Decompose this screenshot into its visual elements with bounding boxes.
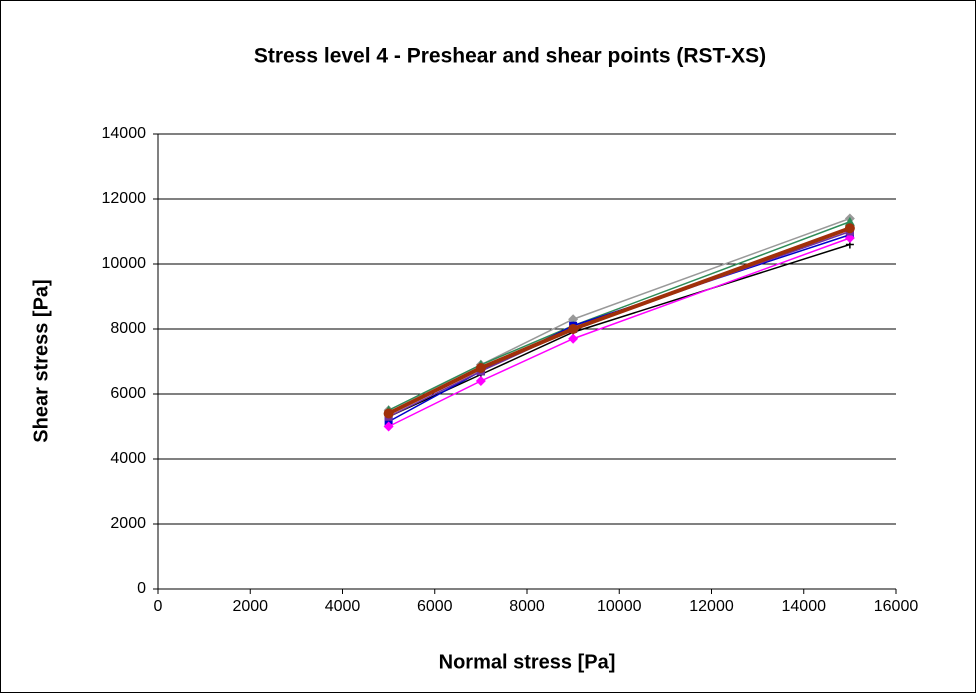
y-tick-label: 12000	[102, 190, 147, 207]
x-tick-label: 12000	[689, 598, 734, 615]
marker	[475, 363, 486, 373]
marker	[844, 216, 855, 226]
marker	[568, 333, 579, 344]
y-tick-label: 8000	[110, 320, 146, 337]
y-tick-label: 14000	[102, 125, 147, 142]
x-tick-label: 14000	[782, 598, 827, 615]
y-tick-label: 2000	[110, 515, 146, 532]
marker	[568, 324, 579, 334]
x-tick-label: 16000	[874, 598, 919, 615]
y-tick-label: 4000	[110, 450, 146, 467]
chart-title: Stress level 4 - Preshear and shear poin…	[254, 45, 766, 68]
marker	[383, 408, 394, 419]
y-axis-title: Shear stress [Pa]	[30, 279, 52, 442]
marker	[383, 421, 394, 432]
x-tick-label: 0	[154, 598, 163, 615]
x-tick-label: 10000	[597, 598, 642, 615]
x-tick-label: 8000	[509, 598, 545, 615]
series-line	[388, 237, 851, 428]
x-axis-title: Normal stress [Pa]	[439, 651, 616, 673]
x-tick-label: 4000	[325, 598, 361, 615]
marker	[475, 376, 486, 386]
y-tick-label: 0	[137, 580, 146, 597]
x-tick-label: 6000	[417, 598, 453, 615]
series-line	[388, 221, 851, 411]
marker	[844, 223, 855, 234]
series-line	[387, 226, 851, 416]
y-tick-label: 6000	[110, 385, 146, 402]
x-tick-label: 2000	[232, 598, 268, 615]
y-tick-label: 10000	[102, 255, 147, 272]
